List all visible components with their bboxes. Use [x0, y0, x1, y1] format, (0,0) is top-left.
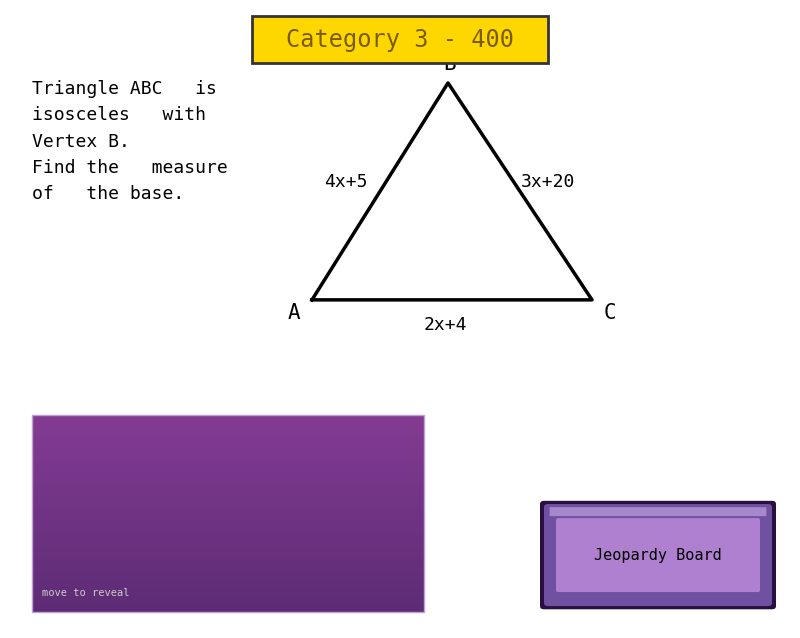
- FancyBboxPatch shape: [252, 16, 548, 64]
- Bar: [32, 547, 424, 550]
- Bar: [32, 533, 424, 537]
- Bar: [32, 487, 424, 491]
- Bar: [32, 530, 424, 533]
- Bar: [32, 576, 424, 579]
- Bar: [32, 563, 424, 567]
- Bar: [32, 444, 424, 448]
- FancyBboxPatch shape: [550, 507, 766, 516]
- Bar: [32, 590, 424, 593]
- Bar: [32, 484, 424, 487]
- Bar: [32, 540, 424, 544]
- Bar: [32, 457, 424, 461]
- Bar: [32, 425, 424, 428]
- Bar: [32, 583, 424, 586]
- Bar: [32, 418, 424, 421]
- Bar: [32, 609, 424, 612]
- Text: 3x+20: 3x+20: [521, 173, 575, 191]
- Bar: [32, 454, 424, 457]
- Bar: [32, 468, 424, 471]
- Bar: [32, 537, 424, 540]
- Bar: [32, 421, 424, 425]
- Bar: [32, 441, 424, 445]
- Bar: [32, 504, 424, 507]
- Bar: [32, 602, 424, 606]
- Bar: [32, 491, 424, 494]
- Bar: [32, 415, 424, 612]
- Bar: [32, 497, 424, 500]
- Bar: [32, 434, 424, 438]
- Bar: [32, 431, 424, 434]
- Bar: [32, 464, 424, 468]
- Bar: [32, 520, 424, 523]
- FancyBboxPatch shape: [556, 518, 760, 592]
- Text: Category 3 - 400: Category 3 - 400: [286, 27, 514, 52]
- Text: A: A: [288, 302, 301, 323]
- FancyBboxPatch shape: [544, 504, 772, 606]
- Bar: [32, 586, 424, 590]
- Bar: [32, 415, 424, 418]
- Bar: [32, 448, 424, 451]
- Bar: [32, 570, 424, 573]
- Bar: [32, 510, 424, 514]
- Bar: [32, 579, 424, 583]
- Bar: [32, 461, 424, 464]
- Bar: [32, 451, 424, 454]
- Bar: [32, 606, 424, 609]
- Bar: [32, 550, 424, 553]
- Bar: [32, 507, 424, 510]
- Text: 4x+5: 4x+5: [324, 173, 367, 191]
- Bar: [32, 514, 424, 517]
- Bar: [32, 480, 424, 484]
- Bar: [32, 474, 424, 477]
- Bar: [32, 477, 424, 480]
- Bar: [32, 599, 424, 602]
- Bar: [32, 517, 424, 520]
- Bar: [32, 438, 424, 441]
- Text: Jeopardy Board: Jeopardy Board: [594, 547, 722, 563]
- FancyBboxPatch shape: [540, 501, 776, 609]
- Text: Triangle ABC   is
isosceles   with
Vertex B.
Find the   measure
of   the base.: Triangle ABC is isosceles with Vertex B.…: [32, 80, 228, 204]
- Bar: [32, 556, 424, 560]
- Bar: [32, 596, 424, 599]
- Text: 2x+4: 2x+4: [424, 316, 467, 334]
- Bar: [32, 567, 424, 570]
- Bar: [32, 494, 424, 497]
- Bar: [32, 523, 424, 527]
- Text: move to reveal: move to reveal: [42, 588, 129, 598]
- Bar: [32, 573, 424, 576]
- Text: C: C: [603, 302, 616, 323]
- Bar: [32, 543, 424, 547]
- Bar: [32, 500, 424, 504]
- Bar: [32, 471, 424, 474]
- Bar: [32, 560, 424, 563]
- Bar: [32, 593, 424, 596]
- Bar: [32, 553, 424, 556]
- Bar: [32, 428, 424, 431]
- Text: B: B: [443, 54, 456, 74]
- Bar: [32, 527, 424, 530]
